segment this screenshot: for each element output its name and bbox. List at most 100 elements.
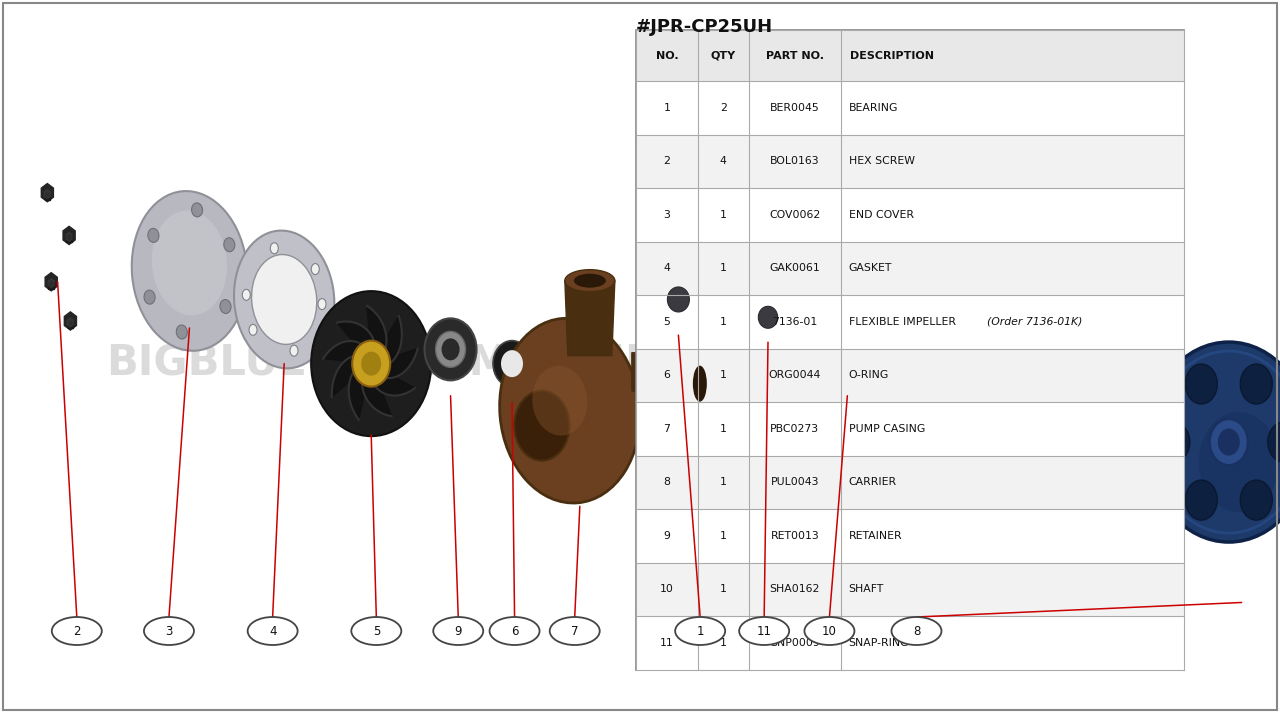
Text: 6: 6	[663, 370, 671, 381]
Text: DESCRIPTION: DESCRIPTION	[850, 51, 934, 61]
Text: QTY: QTY	[710, 51, 736, 61]
Bar	[636, 616, 1184, 670]
Ellipse shape	[270, 242, 278, 254]
Text: COV0062: COV0062	[769, 210, 820, 220]
Text: FLEXIBLE IMPELLER: FLEXIBLE IMPELLER	[849, 317, 959, 327]
Ellipse shape	[493, 341, 531, 386]
Polygon shape	[371, 364, 415, 396]
Ellipse shape	[564, 270, 614, 292]
Ellipse shape	[1240, 480, 1272, 520]
Ellipse shape	[425, 319, 476, 380]
Ellipse shape	[224, 237, 234, 252]
Text: 7: 7	[663, 424, 671, 434]
Text: 1: 1	[719, 263, 727, 274]
Text: 2: 2	[719, 103, 727, 113]
Ellipse shape	[1217, 429, 1240, 456]
Polygon shape	[367, 306, 387, 364]
Bar	[636, 242, 1184, 295]
Text: 11: 11	[660, 637, 673, 648]
Ellipse shape	[746, 292, 790, 342]
Ellipse shape	[753, 299, 783, 335]
Text: RET0013: RET0013	[771, 530, 819, 541]
Ellipse shape	[739, 617, 790, 645]
Ellipse shape	[234, 230, 334, 369]
Text: CARRIER: CARRIER	[849, 477, 897, 488]
Polygon shape	[801, 369, 946, 377]
Text: #JPR-CP25UH: #JPR-CP25UH	[636, 18, 773, 36]
Polygon shape	[332, 356, 371, 397]
Text: 1: 1	[719, 584, 727, 595]
Text: SHA0162: SHA0162	[769, 584, 820, 595]
Bar	[636, 349, 1184, 402]
Text: BIGBLUEOCEANMARINE.COM: BIGBLUEOCEANMARINE.COM	[106, 343, 777, 384]
Bar	[636, 30, 1184, 670]
Ellipse shape	[152, 210, 227, 315]
Polygon shape	[68, 318, 73, 327]
Polygon shape	[49, 279, 54, 288]
Polygon shape	[67, 235, 72, 242]
Polygon shape	[564, 281, 614, 356]
Polygon shape	[632, 353, 700, 411]
Text: 4: 4	[269, 625, 276, 637]
Text: SNP0009: SNP0009	[771, 637, 819, 648]
Text: 1: 1	[663, 103, 671, 113]
Polygon shape	[337, 322, 374, 364]
Text: 5: 5	[663, 317, 671, 327]
Ellipse shape	[667, 287, 690, 312]
Ellipse shape	[311, 264, 319, 275]
Ellipse shape	[435, 332, 466, 367]
Ellipse shape	[1185, 364, 1217, 404]
Text: ORG0044: ORG0044	[769, 370, 820, 381]
Ellipse shape	[891, 617, 942, 645]
Ellipse shape	[937, 365, 954, 405]
Ellipse shape	[1210, 419, 1248, 465]
Ellipse shape	[143, 617, 195, 645]
Bar	[636, 295, 1184, 349]
Bar	[636, 135, 1184, 188]
Ellipse shape	[252, 255, 316, 344]
Text: 7136-01: 7136-01	[772, 317, 818, 327]
Bar	[636, 402, 1184, 456]
Text: 4: 4	[719, 156, 727, 167]
Text: 10: 10	[822, 625, 837, 637]
Ellipse shape	[352, 341, 390, 386]
Text: 1: 1	[719, 317, 727, 327]
Ellipse shape	[515, 391, 570, 461]
Text: 1: 1	[719, 210, 727, 220]
Ellipse shape	[291, 345, 298, 356]
Text: 2: 2	[663, 156, 671, 167]
Text: RETAINER: RETAINER	[849, 530, 902, 541]
Ellipse shape	[220, 299, 230, 314]
Text: 10: 10	[660, 584, 673, 595]
Text: 9: 9	[454, 625, 462, 637]
Text: 8: 8	[663, 477, 671, 488]
Text: 11: 11	[756, 625, 772, 637]
Text: 6: 6	[511, 625, 518, 637]
Polygon shape	[63, 226, 76, 245]
Polygon shape	[348, 364, 371, 420]
Text: O-RING: O-RING	[849, 370, 888, 381]
Text: 2: 2	[73, 625, 81, 637]
Text: BOL0163: BOL0163	[771, 156, 819, 167]
Text: END COVER: END COVER	[849, 210, 914, 220]
Ellipse shape	[442, 339, 460, 360]
Text: NO.: NO.	[655, 51, 678, 61]
Ellipse shape	[1185, 480, 1217, 520]
Text: 1: 1	[719, 424, 727, 434]
Text: SNAP-RING: SNAP-RING	[849, 637, 909, 648]
Polygon shape	[45, 193, 50, 200]
Text: PBC0273: PBC0273	[771, 424, 819, 434]
Bar	[636, 509, 1184, 563]
Ellipse shape	[317, 299, 326, 309]
Ellipse shape	[311, 291, 431, 436]
Bar	[636, 81, 1184, 135]
Text: (Order 7136-01K): (Order 7136-01K)	[987, 317, 1083, 327]
Text: 1: 1	[719, 530, 727, 541]
Ellipse shape	[573, 274, 605, 287]
Ellipse shape	[689, 356, 710, 411]
Polygon shape	[45, 190, 50, 199]
Text: 3: 3	[663, 210, 671, 220]
Bar	[636, 563, 1184, 616]
Text: HEX SCREW: HEX SCREW	[849, 156, 915, 167]
Polygon shape	[796, 312, 847, 380]
